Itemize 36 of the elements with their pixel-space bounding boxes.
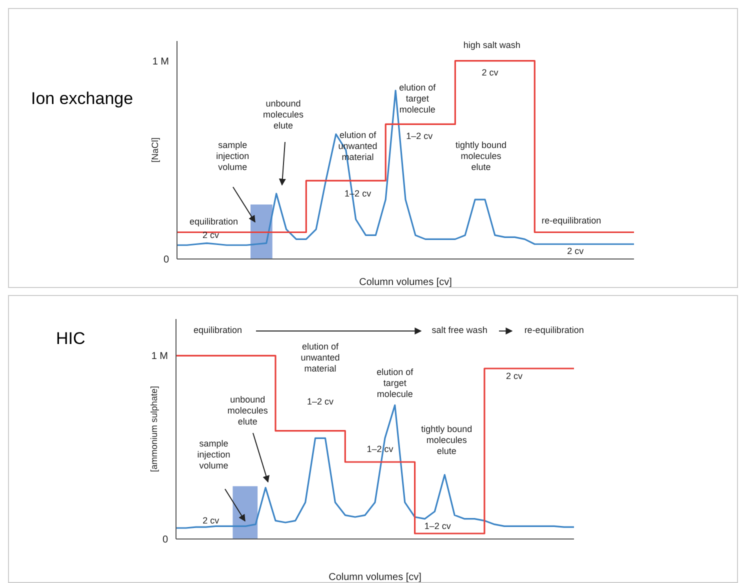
- annotation: tightly bound molecules elute: [455, 140, 507, 172]
- annotation: re-equilibration: [542, 215, 602, 226]
- annotation: sample injection volume: [197, 438, 230, 471]
- line-series: [176, 90, 635, 246]
- annotation: 2 cv: [482, 68, 499, 78]
- annotation: 2 cv: [506, 370, 524, 381]
- y-axis-title: [NaCl]: [150, 137, 160, 163]
- annotation: tightly bound molecules elute: [421, 424, 472, 456]
- annotation: 2 cv: [202, 516, 220, 526]
- annotation: 1–2 cv: [424, 521, 452, 532]
- annotation: 1–2 cv: [366, 444, 394, 454]
- y-axis-title: [ammonium sulphate]: [149, 386, 160, 472]
- y-tick-label: 1 M: [151, 351, 168, 362]
- annotation: salt free wash: [432, 325, 488, 335]
- y-tick-label: 1 M: [152, 56, 169, 68]
- annotation: high salt wash: [463, 40, 520, 50]
- annotation: equilibration: [189, 216, 238, 226]
- annotation: sample injection volume: [216, 140, 250, 172]
- x-axis-title: Column volumes [cv]: [328, 572, 422, 583]
- annotation: unbound molecules elute: [263, 98, 304, 130]
- x-axis-title: Column volumes [cv]: [359, 277, 452, 288]
- annotation: elution of target molecule: [399, 82, 436, 114]
- annotation: 1–2 cv: [307, 396, 334, 406]
- line-series: [175, 404, 575, 529]
- annotation: re-equilibration: [524, 325, 584, 335]
- y-tick-label: 0: [163, 254, 170, 266]
- annotation: 1–2 cv: [406, 131, 434, 142]
- text: Ion exchange: [31, 89, 134, 109]
- y-tick-label: 0: [162, 534, 168, 546]
- annotation: elution of target molecule: [376, 367, 414, 400]
- annotation: unbound molecules elute: [227, 394, 268, 427]
- annotation: 2 cv: [567, 246, 584, 256]
- annotation: 2 cv: [202, 230, 220, 240]
- annotation: equilibration: [194, 325, 242, 335]
- annotation: elution of unwanted material: [300, 342, 340, 374]
- text: HIC: [56, 329, 86, 349]
